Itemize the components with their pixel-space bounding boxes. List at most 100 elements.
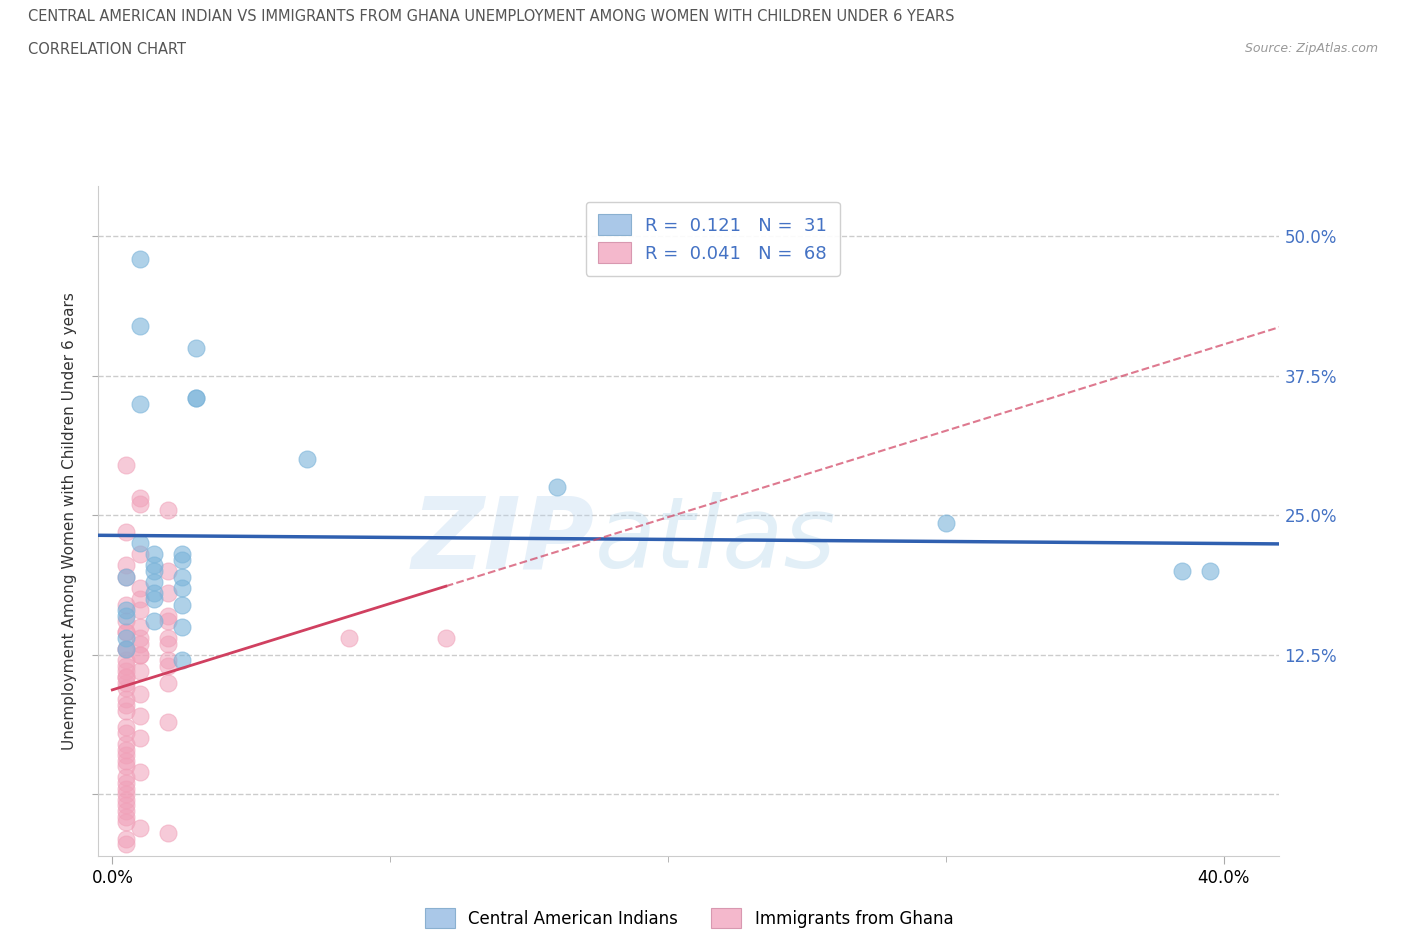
Point	[115, 698, 138, 712]
Point	[115, 653, 138, 668]
Point	[115, 642, 138, 657]
Point	[143, 586, 166, 601]
Point	[156, 614, 179, 629]
Point	[170, 552, 193, 567]
Point	[115, 625, 138, 640]
Point	[129, 491, 152, 506]
Point	[115, 831, 138, 846]
Point	[129, 251, 152, 266]
Y-axis label: Unemployment Among Women with Children Under 6 years: Unemployment Among Women with Children U…	[62, 292, 77, 750]
Point	[115, 625, 138, 640]
Point	[115, 558, 138, 573]
Text: CORRELATION CHART: CORRELATION CHART	[28, 42, 186, 57]
Point	[115, 770, 138, 785]
Point	[115, 670, 138, 684]
Point	[129, 318, 152, 333]
Point	[170, 569, 193, 584]
Point	[129, 764, 152, 779]
Point	[115, 614, 138, 629]
Point	[156, 502, 179, 517]
Point	[115, 675, 138, 690]
Point	[143, 591, 166, 606]
Legend: Central American Indians, Immigrants from Ghana: Central American Indians, Immigrants fro…	[418, 902, 960, 930]
Point	[170, 619, 193, 634]
Point	[1171, 564, 1194, 578]
Point	[115, 725, 138, 740]
Point	[115, 809, 138, 824]
Point	[115, 781, 138, 796]
Point	[115, 681, 138, 696]
Point	[143, 614, 166, 629]
Point	[129, 820, 152, 835]
Point	[129, 547, 152, 562]
Point	[129, 580, 152, 595]
Point	[115, 458, 138, 472]
Point	[115, 597, 138, 612]
Point	[115, 837, 138, 852]
Text: CENTRAL AMERICAN INDIAN VS IMMIGRANTS FROM GHANA UNEMPLOYMENT AMONG WOMEN WITH C: CENTRAL AMERICAN INDIAN VS IMMIGRANTS FR…	[28, 9, 955, 24]
Point	[115, 776, 138, 790]
Point	[129, 709, 152, 724]
Point	[115, 703, 138, 718]
Point	[115, 569, 138, 584]
Point	[129, 591, 152, 606]
Point	[129, 664, 152, 679]
Text: ZIP: ZIP	[412, 492, 595, 590]
Point	[337, 631, 360, 645]
Point	[295, 452, 318, 467]
Point	[184, 340, 207, 355]
Point	[170, 653, 193, 668]
Point	[434, 631, 457, 645]
Point	[129, 731, 152, 746]
Point	[115, 664, 138, 679]
Point	[129, 636, 152, 651]
Point	[115, 631, 138, 645]
Point	[156, 564, 179, 578]
Point	[156, 658, 179, 673]
Point	[143, 575, 166, 590]
Point	[115, 798, 138, 813]
Point	[115, 759, 138, 774]
Point	[115, 642, 138, 657]
Point	[115, 792, 138, 807]
Point	[156, 636, 179, 651]
Text: atlas: atlas	[595, 492, 837, 590]
Point	[129, 497, 152, 512]
Point	[115, 804, 138, 818]
Point	[156, 675, 179, 690]
Point	[115, 753, 138, 768]
Point	[1199, 564, 1222, 578]
Point	[115, 748, 138, 763]
Point	[184, 391, 207, 405]
Text: Source: ZipAtlas.com: Source: ZipAtlas.com	[1244, 42, 1378, 55]
Point	[143, 547, 166, 562]
Point	[156, 826, 179, 841]
Point	[129, 603, 152, 618]
Point	[935, 515, 957, 530]
Point	[546, 480, 568, 495]
Point	[143, 564, 166, 578]
Point	[115, 692, 138, 707]
Point	[170, 580, 193, 595]
Point	[115, 737, 138, 751]
Point	[156, 653, 179, 668]
Point	[129, 647, 152, 662]
Point	[115, 608, 138, 623]
Point	[170, 547, 193, 562]
Point	[129, 631, 152, 645]
Point	[129, 619, 152, 634]
Point	[115, 787, 138, 802]
Point	[115, 658, 138, 673]
Point	[115, 525, 138, 539]
Point	[115, 815, 138, 830]
Point	[156, 608, 179, 623]
Point	[115, 670, 138, 684]
Point	[156, 586, 179, 601]
Point	[129, 686, 152, 701]
Point	[115, 720, 138, 735]
Point	[129, 536, 152, 551]
Point	[115, 603, 138, 618]
Point	[184, 391, 207, 405]
Point	[129, 647, 152, 662]
Point	[156, 631, 179, 645]
